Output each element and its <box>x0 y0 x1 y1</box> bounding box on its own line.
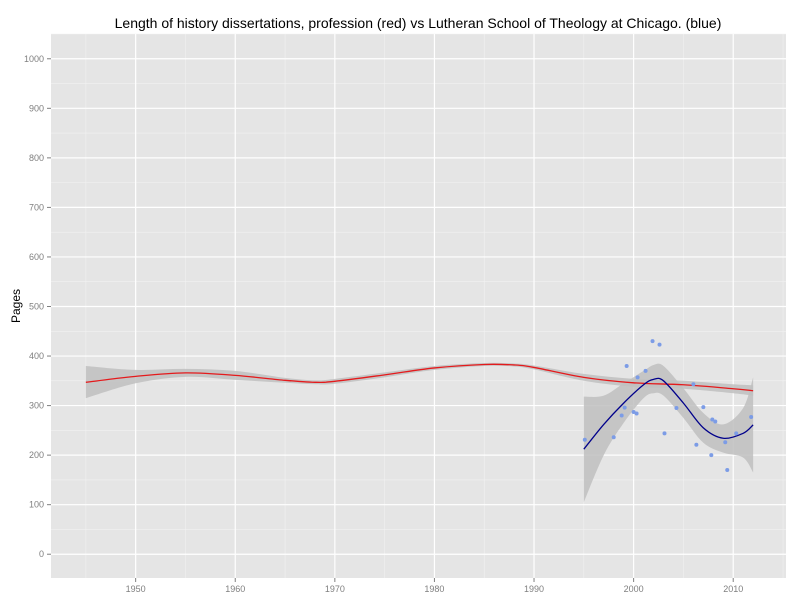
smooth-line-1 <box>583 377 754 450</box>
data-point <box>725 467 730 472</box>
x-tick-label: 1990 <box>524 584 544 594</box>
x-tick-label: 1980 <box>424 584 444 594</box>
minor-gridlines <box>51 33 786 578</box>
data-point <box>657 342 662 347</box>
y-tick-label: 0 <box>39 549 44 559</box>
y-axis-label: Pages <box>9 289 23 323</box>
y-tick-label: 800 <box>29 153 44 163</box>
x-tick-label: 1960 <box>225 584 245 594</box>
data-point <box>650 339 655 344</box>
data-point <box>709 453 714 458</box>
data-points <box>582 339 754 472</box>
y-tick-label: 200 <box>29 450 44 460</box>
y-tick-label: 100 <box>29 500 44 510</box>
y-tick-label: 300 <box>29 401 44 411</box>
x-tick-label: 2010 <box>723 584 743 594</box>
data-point <box>713 419 718 424</box>
y-axis-ticks: 0 100 200 300 400 500 600 700 800 900 1000 <box>24 54 51 559</box>
data-point <box>619 413 624 418</box>
y-tick-label: 400 <box>29 351 44 361</box>
data-point <box>662 431 667 436</box>
data-point <box>734 431 739 436</box>
data-point <box>691 382 696 387</box>
y-tick-label: 700 <box>29 202 44 212</box>
y-tick-label: 900 <box>29 103 44 113</box>
x-tick-label: 2000 <box>624 584 644 594</box>
y-tick-label: 1000 <box>24 54 44 64</box>
y-tick-label: 500 <box>29 301 44 311</box>
smooth-line-0 <box>85 363 754 392</box>
data-point <box>643 368 648 373</box>
x-tick-label: 1970 <box>325 584 345 594</box>
y-tick-label: 600 <box>29 252 44 262</box>
major-gridlines <box>51 34 786 578</box>
data-point <box>622 405 627 410</box>
chart-title: Length of history dissertations, profess… <box>115 15 722 31</box>
data-point <box>624 363 629 368</box>
x-tick-label: 1950 <box>126 584 146 594</box>
data-point <box>723 440 728 445</box>
data-point <box>634 411 639 416</box>
data-point <box>710 417 715 422</box>
data-point <box>701 405 706 410</box>
data-point <box>631 410 636 415</box>
data-point <box>582 437 587 442</box>
smooth-lines <box>85 363 754 450</box>
confidence-band-1 <box>583 363 754 503</box>
data-point <box>635 375 640 380</box>
data-point <box>694 442 699 447</box>
data-point <box>749 414 754 419</box>
data-point <box>674 406 679 411</box>
x-axis-ticks: 1950 1960 1970 1980 1990 2000 2010 <box>126 578 743 594</box>
data-point <box>611 435 616 440</box>
